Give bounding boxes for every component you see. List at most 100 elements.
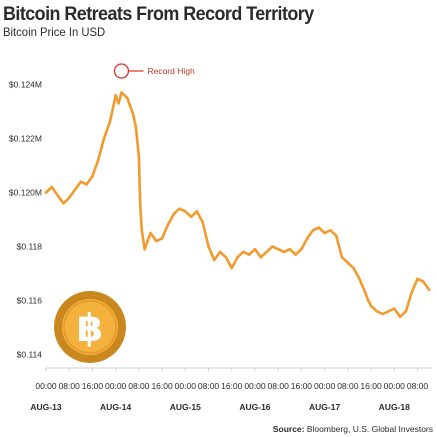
chart-subtitle: Bitcoin Price In USD [3, 25, 106, 39]
source-note: Source: Bloomberg, U.S. Global Investors [273, 424, 433, 434]
y-tick-label: $0.118 [17, 242, 43, 252]
axes: $0.114 $0.116 $0.118 $0.120M $0.122M $0.124M 0… [9, 80, 432, 412]
price-point [265, 250, 268, 254]
x-tick-time-label: 00:00 [105, 381, 127, 391]
x-tick-time-label: 08:00 [268, 381, 290, 391]
price-series [44, 91, 431, 319]
price-point [363, 291, 367, 294]
price-point [79, 180, 83, 183]
price-point [421, 280, 425, 283]
x-tick-date-label: AUG-14 [100, 402, 131, 412]
price-point [143, 247, 146, 251]
coin-inner-rim [63, 300, 117, 354]
price-point [56, 193, 59, 197]
price-point [67, 196, 71, 200]
price-point [172, 212, 175, 216]
price-point [189, 215, 193, 219]
x-tick-date-label: AUG-17 [309, 402, 340, 412]
record-high-marker [113, 63, 130, 79]
x-tick-time-label: 16:00 [82, 381, 104, 391]
price-point [410, 291, 413, 294]
price-point [91, 175, 94, 178]
price-point [111, 107, 115, 111]
coin-symbol: ฿ [77, 306, 103, 350]
x-tick-time-label: 16:00 [360, 381, 382, 391]
record-high-label: Record High [147, 66, 195, 76]
x-tick-time-label: 08:00 [337, 381, 359, 391]
price-point [195, 210, 199, 213]
price-point [392, 307, 396, 310]
price-point [311, 229, 315, 232]
x-tick-time-label: 00:00 [35, 381, 57, 391]
x-tick-time-label: 08:00 [407, 381, 429, 391]
price-point [369, 304, 373, 308]
price-point [340, 255, 344, 259]
price-point [108, 121, 112, 124]
price-point [375, 310, 379, 313]
price-point [154, 239, 158, 243]
price-point [416, 277, 419, 281]
price-point [398, 315, 402, 319]
price-point [253, 247, 257, 251]
price-point [73, 188, 77, 192]
x-tick-date-label: AUG-18 [379, 402, 410, 412]
price-point [218, 250, 222, 254]
price-point [294, 253, 297, 256]
price-point [102, 137, 106, 140]
price-point [323, 231, 326, 235]
price-point [329, 229, 332, 232]
x-tick-date-label: AUG-15 [170, 402, 201, 412]
price-point [131, 112, 135, 116]
price-point [247, 253, 251, 256]
price-point [201, 220, 205, 224]
price-point [427, 288, 431, 292]
price-point [146, 239, 149, 243]
price-point [288, 247, 292, 251]
x-tick-date-label: AUG-16 [239, 402, 270, 412]
price-point [334, 234, 338, 237]
x-tick-time-label: 08:00 [59, 381, 81, 391]
price-point [149, 231, 152, 235]
x-tick-time-label: 16:00 [291, 381, 313, 391]
price-point [213, 258, 216, 262]
price-line [44, 91, 431, 319]
price-point [120, 91, 123, 94]
price-point [259, 255, 263, 259]
price-point [404, 310, 408, 313]
price-point [305, 237, 309, 240]
price-point [207, 245, 210, 248]
price-point [224, 255, 228, 259]
price-point [85, 183, 88, 186]
annotation-layer: Record High [113, 63, 195, 79]
price-point [62, 202, 65, 205]
price-point [96, 158, 100, 162]
price-point [366, 299, 370, 302]
x-tick-time-label: 00:00 [384, 381, 406, 391]
y-tick-label: $0.114 [17, 350, 43, 360]
price-point [114, 94, 117, 97]
price-point [166, 223, 170, 227]
price-point [134, 126, 138, 129]
x-tick-time-label: 16:00 [221, 381, 243, 391]
price-point [300, 247, 303, 251]
coin-inner-face [62, 299, 118, 355]
price-point [282, 250, 286, 254]
price-point [276, 247, 280, 251]
chart-title: Bitcoin Retreats From Record Territory [3, 3, 314, 25]
y-tick-label: $0.124M [9, 80, 42, 90]
source-text: Bloomberg, U.S. Global Investors [306, 424, 433, 434]
x-tick-time-label: 08:00 [198, 381, 220, 391]
price-point [236, 255, 239, 259]
x-tick-time-label: 00:00 [175, 381, 197, 391]
price-point [230, 266, 234, 270]
y-tick-label: $0.120M [9, 188, 42, 198]
price-point [346, 261, 350, 265]
x-tick-date-label: AUG-13 [30, 402, 61, 412]
x-tick-time-label: 00:00 [244, 381, 266, 391]
price-point [317, 226, 321, 229]
x-tick-time-label: 08:00 [128, 381, 150, 391]
price-point [387, 310, 390, 313]
x-tick-time-label: 00:00 [314, 381, 336, 391]
